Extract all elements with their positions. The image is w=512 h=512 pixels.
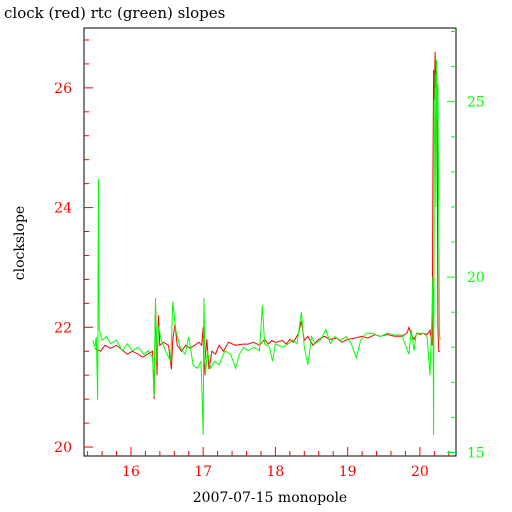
y-right-tick-label: 15 bbox=[467, 445, 485, 461]
x-tick-label: 17 bbox=[194, 464, 212, 480]
y-left-tick-label: 26 bbox=[54, 81, 72, 97]
x-tick-label: 16 bbox=[122, 464, 140, 480]
y-left-tick-label: 22 bbox=[54, 320, 72, 336]
y-right-tick-label: 20 bbox=[467, 270, 485, 286]
plot-frame bbox=[83, 27, 457, 457]
ticks-layer: 16 17 18 19 20 20 22 24 26 15 20 25 bbox=[54, 31, 485, 480]
chart-title: clock (red) rtc (green) slopes bbox=[4, 4, 225, 22]
series-line-clock bbox=[94, 51, 441, 400]
y-left-tick-label: 24 bbox=[54, 201, 72, 217]
x-tick-label: 20 bbox=[411, 464, 429, 480]
plot-border bbox=[83, 27, 457, 457]
y-axis-label: clockslope bbox=[12, 206, 28, 280]
y-right-tick-label: 25 bbox=[467, 95, 485, 111]
x-tick-label: 18 bbox=[267, 464, 285, 480]
series-layer bbox=[92, 51, 441, 436]
y-left-tick-label: 20 bbox=[54, 440, 72, 456]
series-line-rtc bbox=[92, 59, 441, 436]
x-axis-label: 2007-07-15 monopole bbox=[193, 490, 347, 506]
x-tick-label: 19 bbox=[339, 464, 357, 480]
